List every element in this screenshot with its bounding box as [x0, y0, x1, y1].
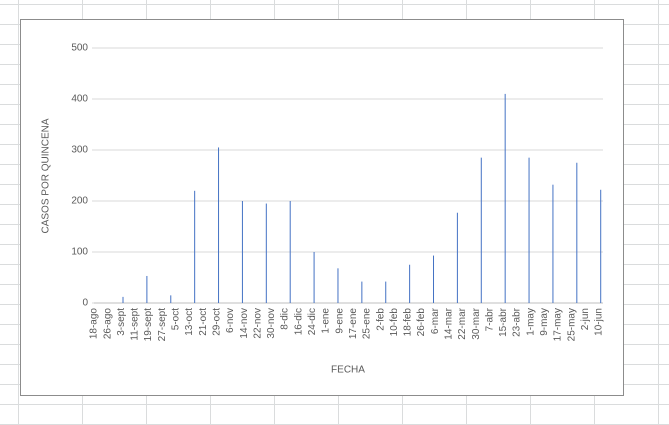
- x-tick-label: 9-may: [539, 308, 550, 336]
- x-tick-label: 2-jun: [580, 308, 591, 330]
- bar: [337, 268, 339, 303]
- x-tick-label: 2-feb: [375, 308, 386, 331]
- bar: [265, 203, 267, 303]
- x-tick-label: 10-jun: [594, 308, 605, 336]
- bar: [456, 212, 458, 303]
- x-tick-label: 14-nov: [239, 308, 250, 339]
- x-tick-label: 25-may: [566, 308, 577, 341]
- x-tick-label: 26-feb: [416, 308, 427, 337]
- x-tick-label: 6-mar: [430, 307, 441, 334]
- bar: [194, 190, 196, 303]
- x-tick-label: 5-oct: [171, 308, 182, 330]
- bar: [504, 93, 506, 304]
- x-tick-label: 3-sept: [116, 308, 127, 336]
- x-tick-label: 11-sept: [130, 308, 141, 341]
- y-axis-title: CASOS POR QUINCENA: [41, 118, 52, 233]
- x-tick-label: 29-oct: [211, 308, 222, 336]
- bar: [170, 295, 172, 303]
- x-tick-label: 7-abr: [484, 307, 495, 331]
- x-tick-label: 10-feb: [389, 308, 400, 337]
- bar: [528, 157, 530, 303]
- x-tick-label: 19-sept: [143, 308, 154, 342]
- x-tick-label: 18-feb: [403, 308, 414, 337]
- x-tick-label: 21-oct: [198, 308, 209, 336]
- x-tick-label: 27-sept: [157, 308, 168, 342]
- x-tick-label: 30-mar: [471, 307, 482, 339]
- bar: [385, 281, 387, 303]
- x-tick-label: 1-may: [525, 308, 536, 336]
- bar: [361, 281, 363, 303]
- x-tick-label: 16-dic: [293, 308, 304, 335]
- y-tick-label: 0: [82, 298, 88, 309]
- x-axis-title: FECHA: [331, 365, 365, 376]
- x-tick-label: 1-ene: [321, 308, 332, 334]
- bar: [409, 264, 411, 303]
- x-tick-label: 8-dic: [280, 308, 291, 330]
- bar: [146, 275, 148, 303]
- bar: [576, 162, 578, 303]
- x-tick-label: 23-abr: [512, 307, 523, 337]
- x-tick-label: 9-ene: [334, 308, 345, 334]
- x-tick-label: 17-may: [553, 308, 564, 341]
- bar: [122, 296, 124, 303]
- bar: [600, 189, 602, 303]
- x-tick-label: 22-nov: [252, 308, 263, 339]
- y-tick-label: 500: [71, 43, 88, 54]
- x-tick-label: 25-ene: [362, 308, 373, 340]
- x-tick-label: 15-abr: [498, 307, 509, 337]
- bar: [289, 201, 291, 303]
- x-tick-label: 6-nov: [225, 308, 236, 333]
- y-tick-label: 300: [71, 145, 88, 156]
- bar: [241, 201, 243, 303]
- x-tick-label: 14-mar: [444, 307, 455, 339]
- x-tick-label: 18-ago: [89, 308, 100, 340]
- bar: [218, 147, 220, 303]
- x-tick-label: 24-dic: [307, 308, 318, 335]
- chart-area: [20, 19, 624, 396]
- x-tick-label: 13-oct: [184, 308, 195, 336]
- x-tick-label: 17-ene: [348, 308, 359, 340]
- bar: [433, 255, 435, 303]
- bar: [552, 184, 554, 303]
- y-tick-label: 200: [71, 196, 88, 207]
- y-tick-label: 400: [71, 94, 88, 105]
- x-tick-label: 26-ago: [102, 308, 113, 340]
- bar: [480, 157, 482, 303]
- y-tick-label: 100: [71, 247, 88, 258]
- x-tick-label: 30-nov: [266, 308, 277, 339]
- x-tick-label: 22-mar: [457, 307, 468, 339]
- bar: [313, 252, 315, 303]
